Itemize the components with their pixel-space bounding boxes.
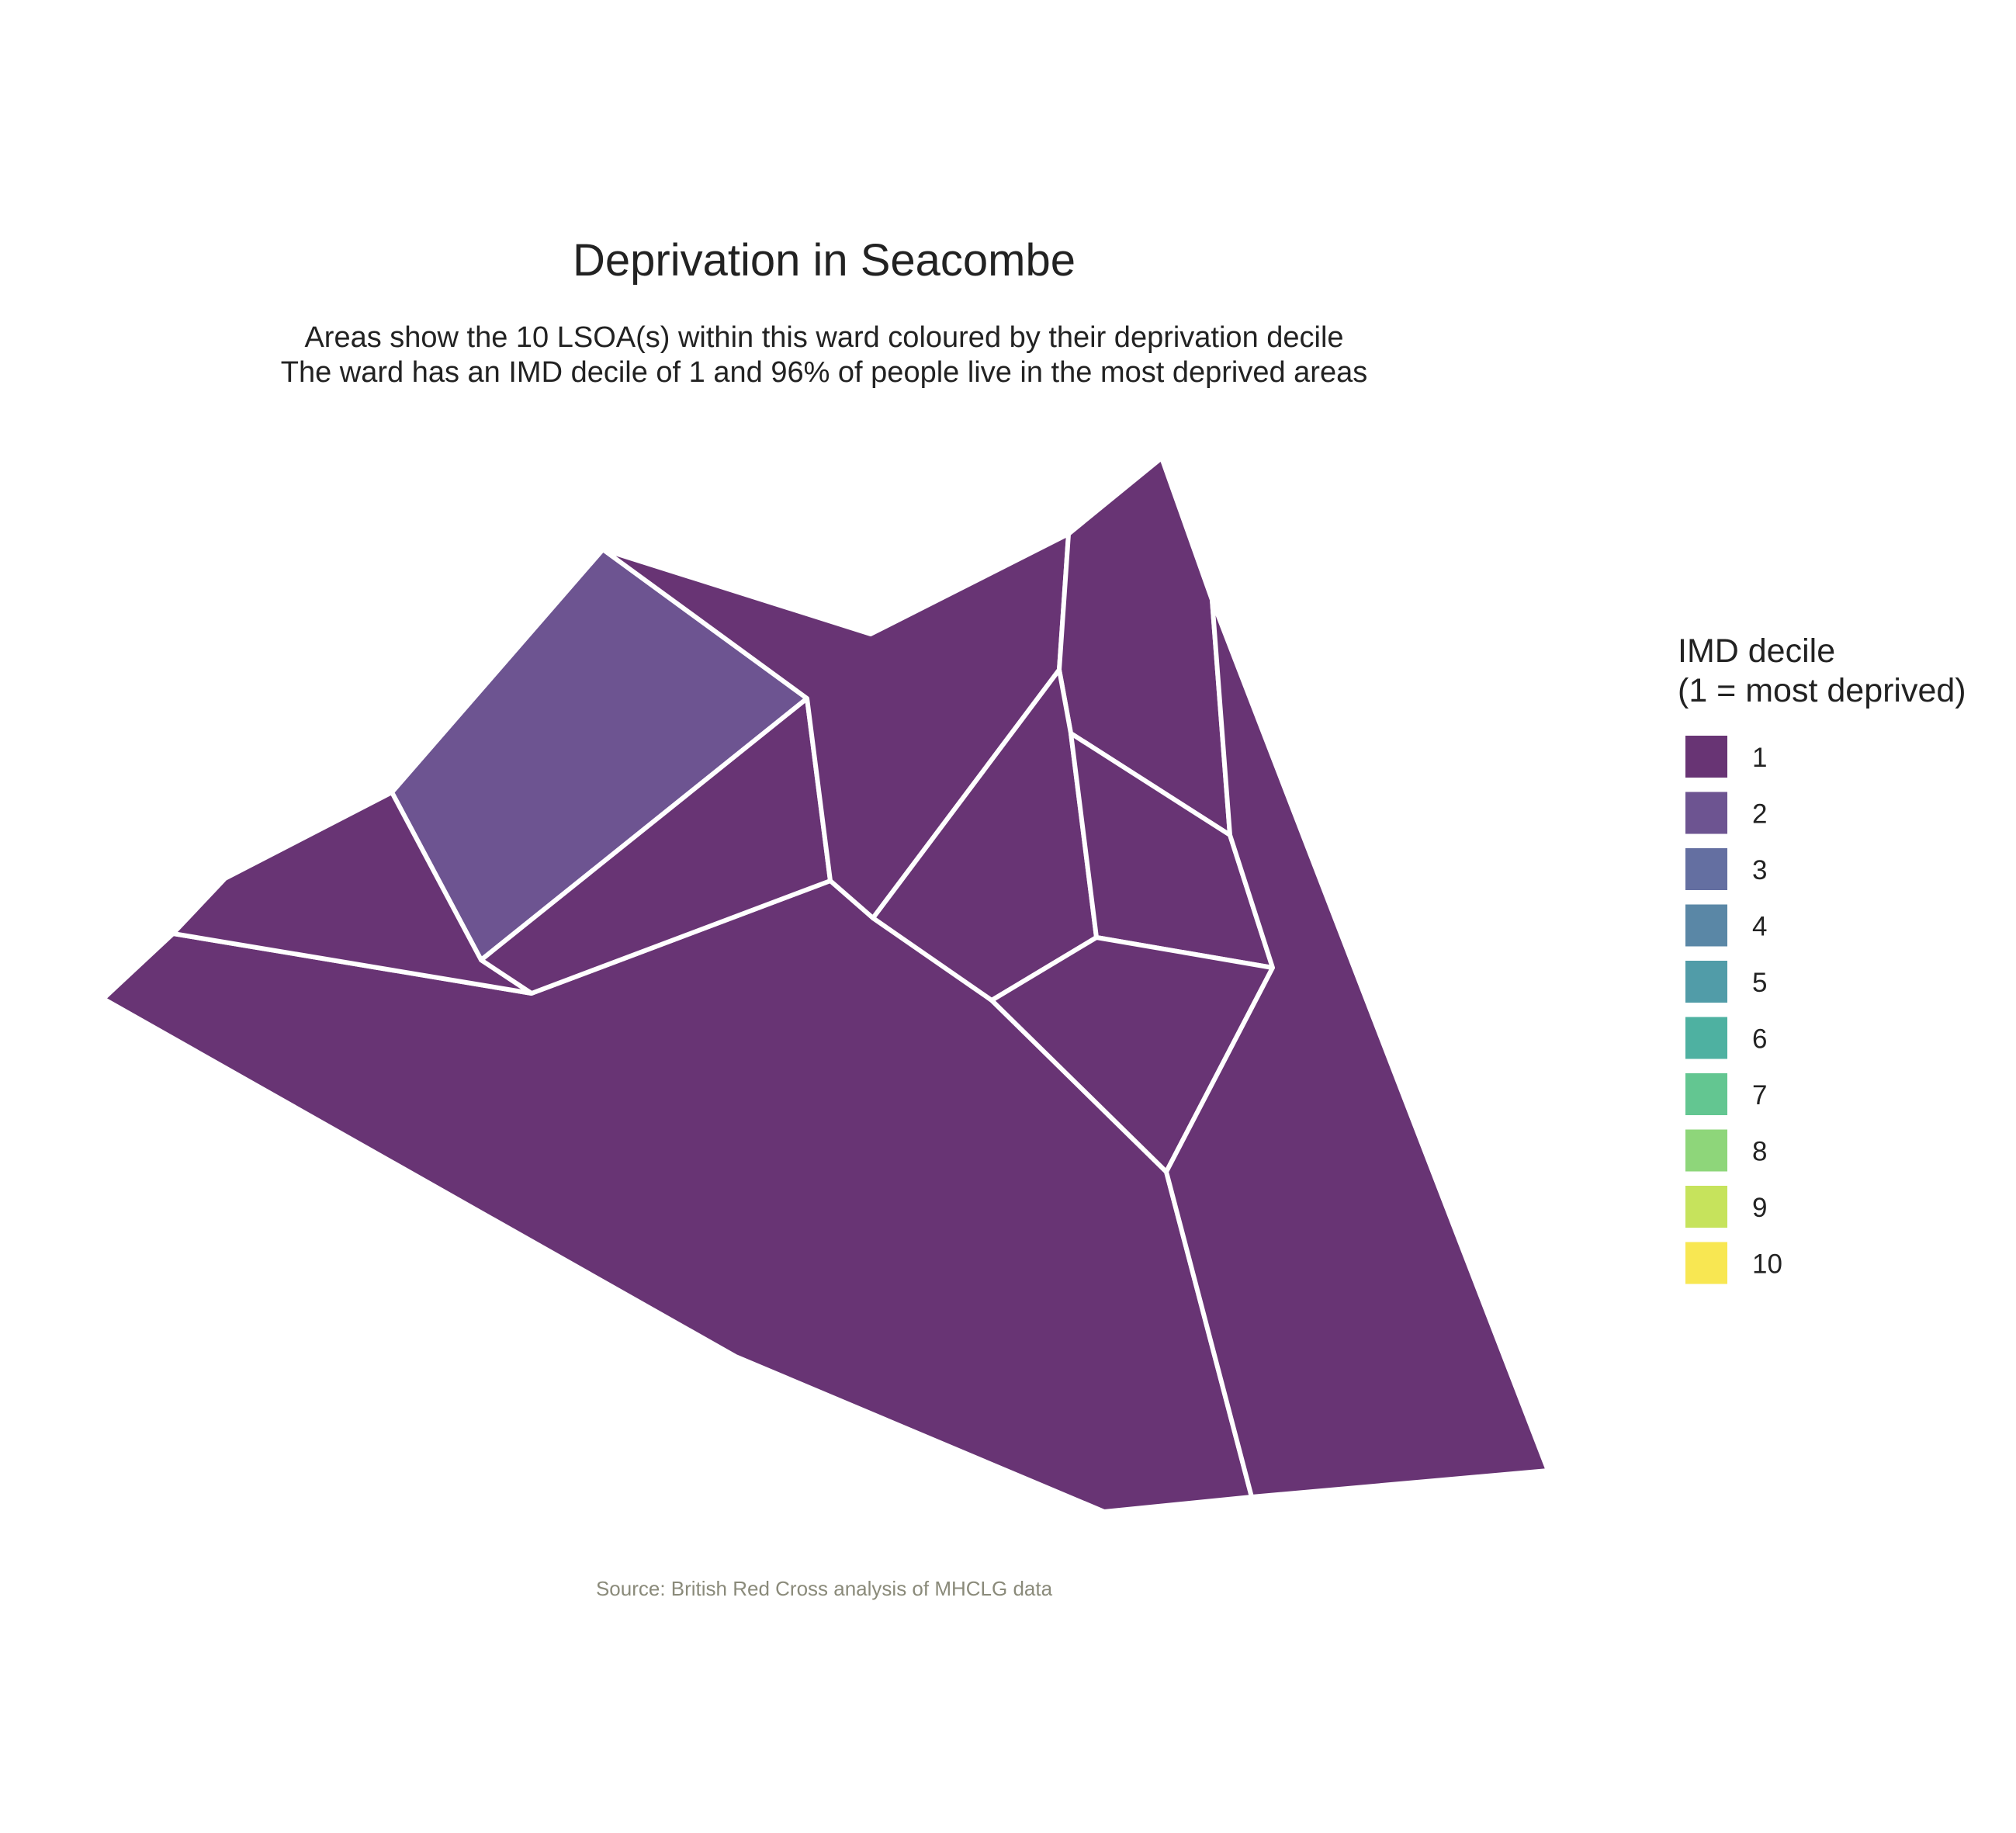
legend-label-decile-10: 10 bbox=[1752, 1249, 1782, 1280]
legend-swatch-decile-3 bbox=[1685, 848, 1727, 890]
legend-swatch-decile-4 bbox=[1685, 904, 1727, 947]
legend-title-line-1: IMD decile bbox=[1678, 632, 1835, 670]
legend-swatch-decile-7 bbox=[1685, 1073, 1727, 1115]
legend-items: 1 2 3 4 5 6 7 8 9 10 bbox=[1685, 736, 1782, 1284]
legend-title-line-2: (1 = most deprived) bbox=[1678, 672, 1966, 709]
lsoa-areas bbox=[101, 456, 1550, 1514]
legend-label-decile-5: 5 bbox=[1752, 968, 1767, 998]
legend-label-decile-7: 7 bbox=[1752, 1080, 1767, 1111]
legend-label-decile-9: 9 bbox=[1752, 1193, 1767, 1223]
legend-label-decile-4: 4 bbox=[1752, 912, 1767, 942]
legend-swatch-decile-9 bbox=[1685, 1186, 1727, 1228]
legend-swatch-decile-6 bbox=[1685, 1017, 1727, 1059]
lsoa-area-10 bbox=[1164, 598, 1550, 1499]
legend-label-decile-8: 8 bbox=[1752, 1137, 1767, 1167]
legend-label-decile-1: 1 bbox=[1752, 743, 1767, 773]
map-subtitle-line-2: The ward has an IMD decile of 1 and 96% … bbox=[281, 356, 1367, 389]
legend-swatch-decile-2 bbox=[1685, 792, 1727, 834]
legend-label-decile-6: 6 bbox=[1752, 1024, 1767, 1055]
legend-swatch-decile-10 bbox=[1685, 1242, 1727, 1284]
lsoa-area-03 bbox=[171, 790, 534, 996]
legend-label-decile-3: 3 bbox=[1752, 855, 1767, 885]
legend: IMD decile (1 = most deprived) 1 2 3 4 5 6 7 8 9… bbox=[1678, 632, 1966, 1284]
legend-label-decile-2: 2 bbox=[1752, 799, 1767, 830]
map-subtitle-line-1: Areas show the 10 LSOA(s) within this wa… bbox=[304, 321, 1343, 354]
legend-swatch-decile-8 bbox=[1685, 1129, 1727, 1172]
legend-swatch-decile-1 bbox=[1685, 736, 1727, 778]
map-title: Deprivation in Seacombe bbox=[573, 235, 1076, 286]
source-caption: Source: British Red Cross analysis of MH… bbox=[596, 1577, 1053, 1600]
legend-swatch-decile-5 bbox=[1685, 961, 1727, 1003]
